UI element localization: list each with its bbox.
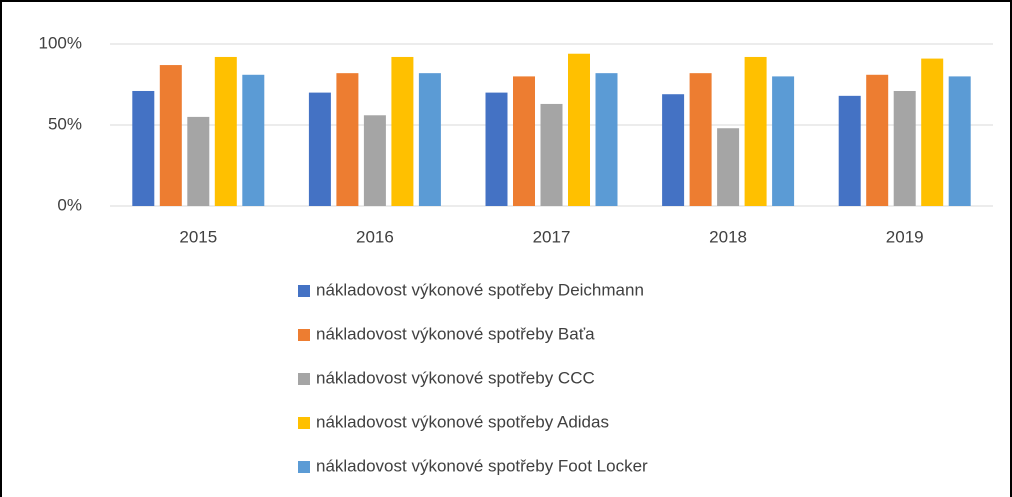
legend-swatch bbox=[298, 417, 310, 429]
y-tick-label: 0% bbox=[57, 195, 82, 214]
legend-label: nákladovost výkonové spotřeby Baťa bbox=[316, 324, 595, 343]
bar bbox=[214, 56, 237, 207]
legend-swatch bbox=[298, 461, 310, 473]
bar bbox=[948, 76, 971, 207]
bar bbox=[866, 74, 889, 206]
bar bbox=[772, 76, 795, 207]
bar bbox=[568, 53, 590, 206]
x-tick-label: 2018 bbox=[709, 227, 747, 246]
bar bbox=[336, 73, 359, 206]
y-tick-label: 100% bbox=[39, 33, 82, 52]
x-tick-label: 2016 bbox=[356, 227, 394, 246]
legend-label: nákladovost výkonové spotřeby CCC bbox=[316, 368, 595, 387]
bar bbox=[485, 92, 508, 206]
bar bbox=[662, 94, 685, 206]
bar bbox=[595, 73, 618, 206]
bar bbox=[921, 58, 944, 206]
x-tick-label: 2015 bbox=[179, 227, 217, 246]
bar bbox=[391, 56, 414, 207]
x-tick-label: 2017 bbox=[533, 227, 571, 246]
legend-swatch bbox=[298, 329, 310, 341]
bar bbox=[717, 128, 740, 206]
legend-swatch bbox=[298, 285, 310, 297]
bar bbox=[744, 56, 767, 207]
legend-label: nákladovost výkonové spotřeby Deichmann bbox=[316, 280, 644, 299]
legend-label: nákladovost výkonové spotřeby Adidas bbox=[316, 412, 609, 431]
bar bbox=[187, 116, 210, 206]
legend-label: nákladovost výkonové spotřeby Foot Locke… bbox=[316, 456, 648, 475]
bar bbox=[893, 90, 916, 206]
bar bbox=[363, 115, 386, 206]
x-tick-label: 2019 bbox=[886, 227, 924, 246]
bar bbox=[838, 95, 861, 206]
y-tick-label: 50% bbox=[48, 114, 82, 133]
bar bbox=[308, 92, 331, 206]
bar bbox=[159, 65, 182, 206]
bar bbox=[242, 74, 265, 206]
bar bbox=[540, 103, 563, 206]
bar bbox=[689, 73, 712, 206]
bar bbox=[513, 76, 535, 207]
bar bbox=[418, 73, 441, 206]
legend-swatch bbox=[298, 373, 310, 385]
bar bbox=[132, 90, 155, 206]
